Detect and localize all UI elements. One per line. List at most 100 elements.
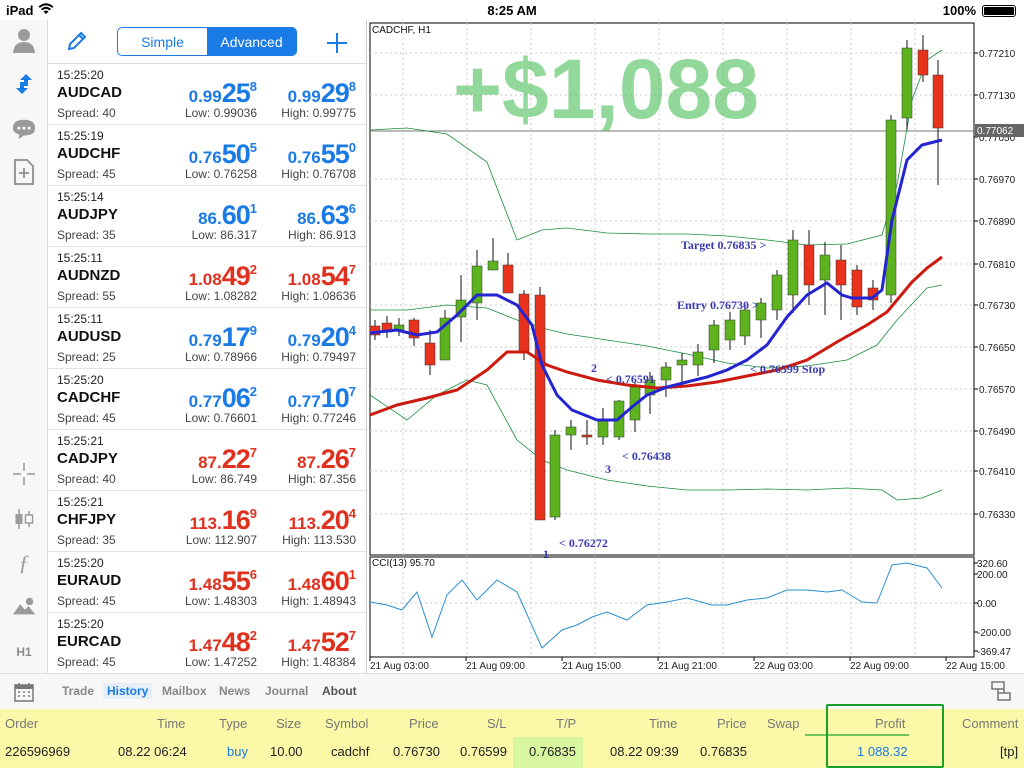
quote-low: Low: 1.48303 [184,594,257,608]
col-close-price[interactable]: Price [717,716,747,731]
tab-mailbox[interactable]: Mailbox [162,684,207,698]
quote-symbol: AUDCHF [57,145,121,162]
bid-price[interactable]: 86.601 [198,200,257,230]
quote-high: High: 1.48943 [281,594,356,608]
col-close-time[interactable]: Time [649,716,678,731]
tab-about[interactable]: About [322,684,357,698]
profit-highlight-box [826,704,944,768]
advanced-view-button[interactable]: Advanced [207,28,296,55]
chat-icon[interactable] [12,117,36,141]
candlestick-icon[interactable] [12,507,36,531]
price-chart[interactable]: 0.77210 0.77130 0.77050 0.76970 0.76890 0.768… [367,20,1024,673]
quote-high: High: 0.99775 [281,106,356,120]
quote-row[interactable]: 15:25:11 AUDNZD Spread: 55 1.08492 1.08547 Lo… [48,247,366,308]
bid-price[interactable]: 0.99258 [188,78,257,108]
candle-body [755,302,767,321]
bid-price[interactable]: 1.48556 [188,566,257,596]
bid-price[interactable]: 0.77062 [188,383,257,413]
quote-row[interactable]: 15:25:21 CHFJPY Spread: 35 113.169 113.204 Lo… [48,491,366,552]
objects-icon[interactable] [12,595,36,619]
quote-symbol: CADCHF [57,389,121,406]
open-price: 0.76730 [393,744,440,759]
calendar-icon[interactable] [13,681,35,708]
ask-price[interactable]: 113.204 [288,505,356,535]
quote-row[interactable]: 15:25:11 AUDUSD Spread: 25 0.79179 0.79204 Lo… [48,308,366,369]
trade-arrows-icon[interactable] [12,72,36,96]
quote-time: 15:25:19 [57,129,104,143]
bid-price[interactable]: 87.227 [198,444,257,474]
chart-area[interactable]: 0.77210 0.77130 0.77050 0.76970 0.76890 0.768… [366,20,1024,673]
tab-journal[interactable]: Journal [265,684,309,698]
ask-price[interactable]: 1.48601 [287,566,356,596]
bid-price[interactable]: 1.47482 [188,627,257,657]
account-icon[interactable] [12,28,36,53]
col-size[interactable]: Size [276,716,302,731]
candle-body [787,239,799,296]
quote-list: 15:25:20 AUDCAD Spread: 40 0.99258 0.99298 Lo… [48,64,366,674]
tab-news[interactable]: News [219,684,251,698]
col-comment[interactable]: Comment [962,716,1019,731]
quote-low: Low: 0.99036 [184,106,257,120]
quote-high: High: 1.48384 [281,655,356,669]
edit-icon[interactable] [66,30,88,58]
quote-row[interactable]: 15:25:21 CADJPY Spread: 40 87.227 87.267 Low:… [48,430,366,491]
candle-body [917,49,929,76]
ask-price[interactable]: 1.47527 [287,627,356,657]
ask-price[interactable]: 1.08547 [287,261,356,291]
simple-view-button[interactable]: Simple [141,33,184,50]
col-tp[interactable]: T/P [556,716,577,731]
quote-row[interactable]: 15:25:19 AUDCHF Spread: 45 0.76505 0.76550 Lo… [48,125,366,186]
quote-row[interactable]: 15:25:14 AUDJPY Spread: 35 86.601 86.636 Low:… [48,186,366,247]
table-row[interactable]: 226596969 08.22 06:24 buy 10.00 cadchf 0… [0,737,1024,768]
candle-body [487,260,499,271]
crosshair-icon[interactable] [12,462,36,486]
quote-low: Low: 86.749 [191,472,257,486]
quote-time: 15:25:21 [57,434,104,448]
candle-body [424,342,436,366]
bid-price[interactable]: 0.76505 [188,139,257,169]
col-swap[interactable]: Swap [767,716,800,731]
price-tick-label: 0.76490 [979,427,1016,438]
indicator-tick-label: 0.00 [977,599,997,610]
col-order[interactable]: Order [5,716,39,731]
quote-symbol: EURAUD [57,572,122,589]
col-symbol[interactable]: Symbol [325,716,369,731]
bid-price[interactable]: 1.08492 [188,261,257,291]
quote-low: Low: 0.76258 [184,167,257,181]
quote-row[interactable]: 15:25:20 EURAUD Spread: 45 1.48556 1.48601 Lo… [48,552,366,613]
col-price[interactable]: Price [409,716,439,731]
bid-price[interactable]: 0.79179 [188,322,257,352]
timeframe-button[interactable]: H1 [16,645,32,659]
price-tick-label: 0.76330 [979,510,1016,521]
time-tick-label: 22 Aug 09:00 [850,661,909,672]
ask-price[interactable]: 87.267 [297,444,356,474]
left-toolbar: ƒ H1 [0,20,48,673]
quote-row[interactable]: 15:25:20 AUDCAD Spread: 40 0.99258 0.99298 Lo… [48,64,366,125]
ask-price[interactable]: 0.99298 [287,78,356,108]
ask-price[interactable]: 86.636 [297,200,356,230]
device-label: iPad [6,3,34,18]
bid-price[interactable]: 113.169 [189,505,257,535]
order-type: buy [227,744,248,759]
new-document-icon[interactable] [12,159,36,185]
ask-price[interactable]: 0.77107 [287,383,356,413]
candle-body [439,317,451,361]
candle-body [549,434,561,518]
ask-price[interactable]: 0.79204 [287,322,356,352]
order-number: 226596969 [5,744,71,759]
col-profit[interactable]: Profit [875,716,906,731]
col-sl[interactable]: S/L [487,716,507,731]
tab-trade[interactable]: Trade [62,684,95,698]
add-symbol-icon[interactable] [326,26,348,61]
quote-symbol: AUDJPY [57,206,118,223]
quote-row[interactable]: 15:25:20 EURCAD Spread: 45 1.47482 1.47527 Lo… [48,613,366,674]
layout-icon[interactable] [990,680,1012,707]
ask-price[interactable]: 0.76550 [287,139,356,169]
quote-row[interactable]: 15:25:20 CADCHF Spread: 45 0.77062 0.77107 Lo… [48,369,366,430]
col-time[interactable]: Time [157,716,186,731]
tab-history[interactable]: History [103,683,153,699]
quote-high: High: 86.913 [287,228,356,242]
view-mode-toggle: Simple Advanced [117,27,297,56]
col-type[interactable]: Type [219,716,248,731]
function-icon[interactable]: ƒ [18,550,30,575]
